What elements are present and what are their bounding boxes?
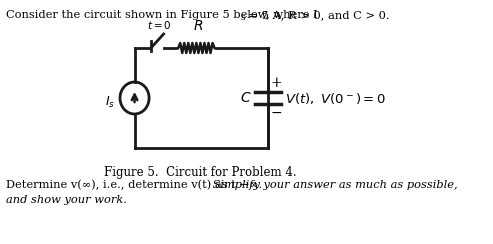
Text: $I_s$: $I_s$ [106, 94, 115, 110]
Text: s: s [240, 12, 245, 21]
Text: $t=0$: $t=0$ [147, 19, 172, 31]
Text: = 5 A, R > 0, and C > 0.: = 5 A, R > 0, and C > 0. [246, 10, 390, 20]
Text: +: + [271, 76, 282, 90]
Text: $V(t),\ V(0^-)=0$: $V(t),\ V(0^-)=0$ [285, 91, 387, 105]
Text: Simplify your answer as much as possible,: Simplify your answer as much as possible… [209, 180, 458, 190]
Text: $R$: $R$ [193, 19, 203, 33]
Text: Consider the circuit shown in Figure 5 below, where I: Consider the circuit shown in Figure 5 b… [6, 10, 318, 20]
Text: and show your work.: and show your work. [6, 195, 127, 205]
Text: Figure 5.  Circuit for Problem 4.: Figure 5. Circuit for Problem 4. [104, 166, 296, 179]
Text: −: − [271, 106, 282, 120]
Text: $C$: $C$ [240, 91, 252, 105]
Text: Determine v(∞), i.e., determine v(t) as t →∞.: Determine v(∞), i.e., determine v(t) as … [6, 180, 263, 190]
